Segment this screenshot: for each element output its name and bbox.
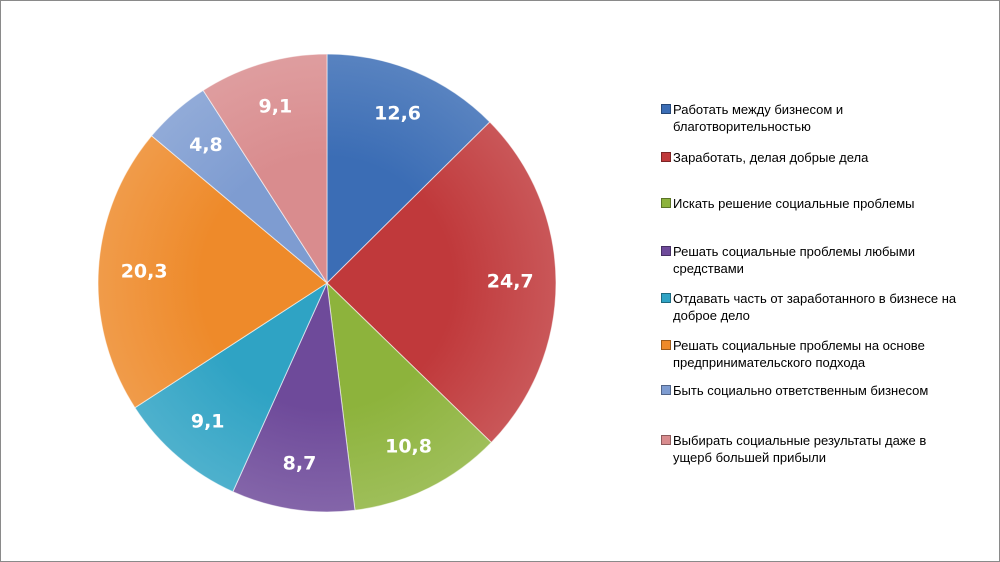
pie-chart: 12,6 24,7 10,8 8,7 9,1 20,3 4,8 9,1	[97, 53, 557, 513]
legend-label: Решать социальные проблемы на основе пре…	[673, 338, 925, 370]
legend-swatch	[661, 435, 671, 445]
legend-item: Отдавать часть от заработанного в бизнес…	[661, 290, 961, 324]
pie-slice	[202, 53, 328, 285]
data-label: 8,7	[283, 453, 317, 475]
legend-swatch	[661, 152, 671, 162]
legend-item: Искать решение социальные проблемы	[661, 195, 961, 212]
legend-label: Решать социальные проблемы любыми средст…	[673, 244, 915, 276]
data-label: 9,1	[259, 96, 293, 118]
legend-item: Решать социальные проблемы на основе пре…	[661, 337, 961, 371]
data-label: 12,6	[374, 102, 421, 124]
pie-slice	[326, 281, 493, 511]
data-label: 20,3	[121, 260, 168, 282]
data-label: 10,8	[385, 436, 432, 458]
data-label: 24,7	[487, 271, 534, 293]
legend-label: Выбирать социальные результаты даже в ущ…	[673, 433, 927, 465]
pie-slice	[326, 121, 557, 444]
legend-swatch	[661, 340, 671, 350]
legend-label: Искать решение социальные проблемы	[673, 196, 915, 211]
data-label: 4,8	[189, 134, 223, 156]
legend-item: Решать социальные проблемы любыми средст…	[661, 243, 961, 277]
legend-label: Отдавать часть от заработанного в бизнес…	[673, 291, 957, 323]
legend-label: Быть социально ответственным бизнесом	[673, 383, 929, 398]
legend-swatch	[661, 104, 671, 114]
legend-item: Работать между бизнесом и благотворитель…	[661, 101, 961, 135]
data-label: 9,1	[191, 411, 225, 433]
legend-item: Заработать, делая добрые дела	[661, 149, 961, 166]
pie-slice	[134, 281, 329, 493]
legend-swatch	[661, 385, 671, 395]
legend-swatch	[661, 198, 671, 208]
legend-item: Выбирать социальные результаты даже в ущ…	[661, 432, 961, 466]
legend-swatch	[661, 246, 671, 256]
legend-swatch	[661, 293, 671, 303]
pie-slice	[97, 135, 328, 409]
legend-item: Быть социально ответственным бизнесом	[661, 382, 961, 399]
pie-slice	[232, 281, 356, 513]
legend-label: Заработать, делая добрые дела	[673, 150, 869, 165]
legend-label: Работать между бизнесом и благотворитель…	[673, 102, 844, 134]
pie-slice	[326, 53, 491, 285]
